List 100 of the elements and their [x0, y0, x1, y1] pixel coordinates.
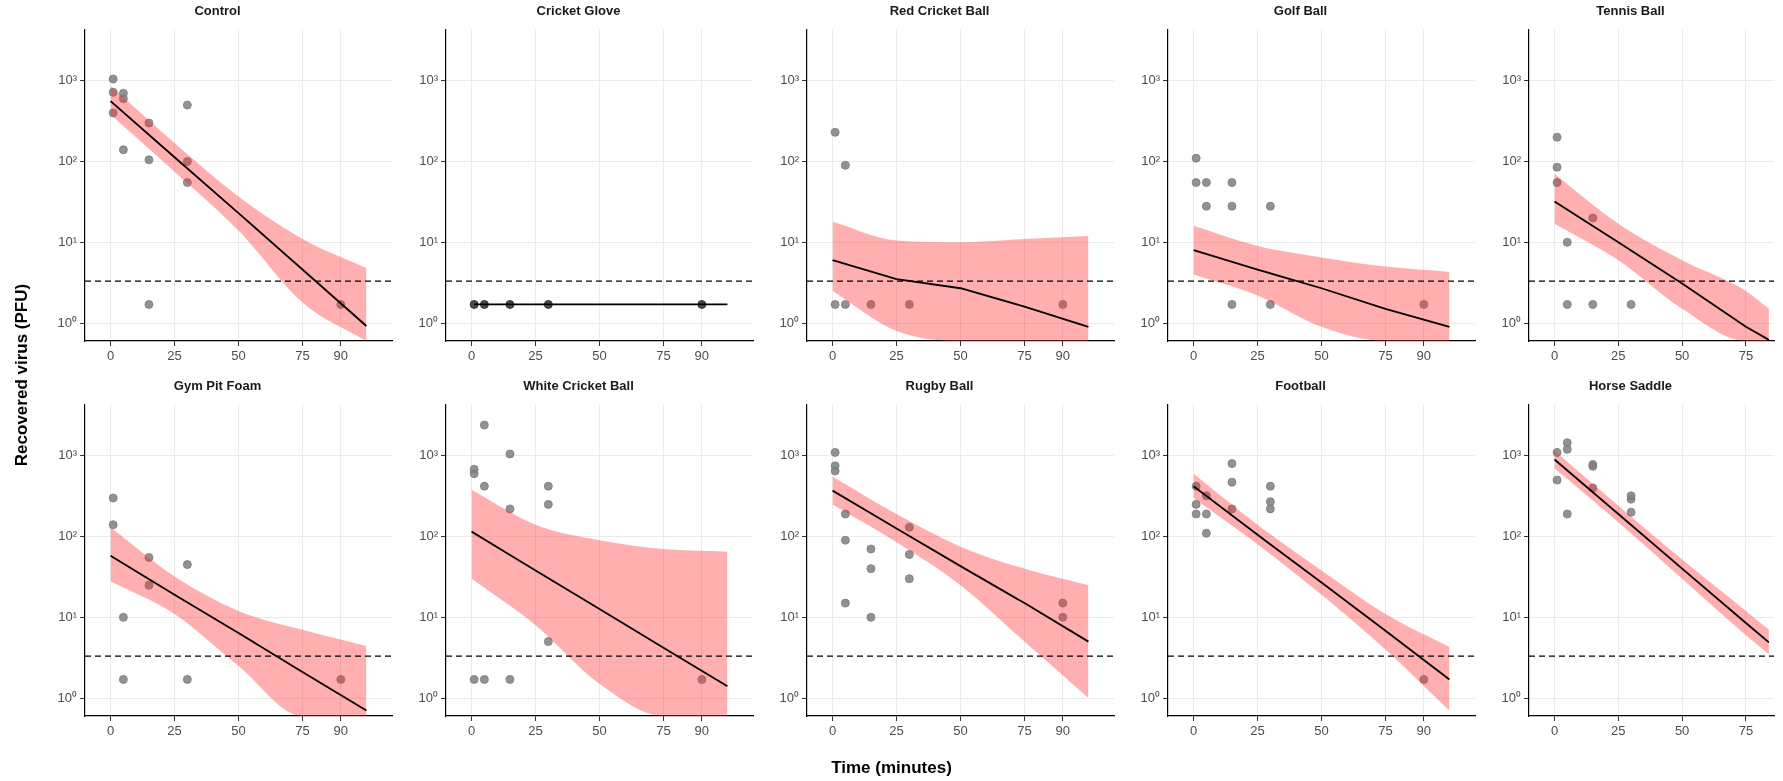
y-tick-label: 10⁰	[779, 689, 799, 705]
x-tick-label: 75	[295, 348, 310, 364]
chart-title: White Cricket Ball	[523, 378, 634, 394]
x-tick-label: 75	[656, 348, 671, 364]
x-tick-label: 25	[1611, 348, 1626, 364]
x-tick-label: 75	[1738, 723, 1754, 739]
y-tick-label: 10²	[780, 528, 800, 544]
y-tick-label: 10¹	[1141, 233, 1161, 249]
x-tick-label: 0	[467, 348, 476, 364]
x-tick-label: 0	[106, 348, 115, 364]
y-tick-label: 10³	[419, 72, 439, 88]
y-tick-label: 10³	[1502, 72, 1522, 88]
y-tick-label: 10³	[1141, 447, 1161, 463]
chart-title: Red Cricket Ball	[889, 3, 990, 19]
y-tick-label: 10¹	[419, 233, 439, 249]
x-tick-label: 90	[1055, 723, 1071, 739]
x-tick-label: 50	[1674, 348, 1690, 364]
x-tick-label: 90	[1055, 348, 1071, 364]
y-tick-label: 10²	[58, 153, 78, 169]
y-tick-label: 10⁰	[1501, 314, 1521, 330]
y-tick-label: 10¹	[1502, 608, 1522, 624]
y-tick-label: 10⁰	[57, 689, 77, 705]
x-tick-label: 50	[953, 723, 968, 739]
y-tick-label: 10³	[419, 447, 439, 463]
x-tick-label: 25	[889, 723, 904, 739]
x-tick-label: 75	[1378, 723, 1393, 739]
x-tick-label: 50	[231, 723, 246, 739]
y-tick-label: 10²	[1502, 528, 1522, 544]
y-tick-label: 10³	[780, 447, 800, 463]
chart-title: Cricket Glove	[536, 3, 621, 19]
x-tick-label: 25	[889, 348, 904, 364]
y-tick-label: 10²	[1141, 153, 1161, 169]
chart-title: Tennis Ball	[1596, 3, 1665, 19]
x-tick-label: 0	[1189, 348, 1198, 364]
y-tick-label: 10¹	[780, 608, 800, 624]
x-tick-label: 75	[656, 723, 671, 739]
y-tick-label: 10³	[1502, 447, 1522, 463]
x-tick-label: 75	[295, 723, 310, 739]
y-tick-label: 10¹	[1502, 233, 1522, 249]
chart-title: Football	[1275, 378, 1326, 394]
y-tick-label: 10¹	[58, 608, 78, 624]
y-tick-label: 10¹	[419, 608, 439, 624]
x-tick-label: 0	[1550, 723, 1559, 739]
chart-title: Rugby Ball	[905, 378, 974, 394]
y-tick-label: 10¹	[780, 233, 800, 249]
y-tick-label: 10⁰	[1501, 689, 1521, 705]
chart-title: Control	[194, 3, 241, 19]
x-tick-label: 50	[1674, 723, 1690, 739]
x-tick-label: 75	[1017, 348, 1032, 364]
x-tick-label: 0	[828, 348, 837, 364]
y-tick-label: 10¹	[1141, 608, 1161, 624]
x-axis-title: Time (minutes)	[830, 758, 953, 778]
y-tick-label: 10³	[58, 72, 78, 88]
y-tick-label: 10⁰	[418, 314, 438, 330]
y-tick-label: 10²	[780, 153, 800, 169]
y-tick-label: 10³	[1141, 72, 1161, 88]
x-tick-label: 0	[467, 723, 476, 739]
x-tick-label: 90	[1416, 348, 1432, 364]
x-tick-label: 90	[333, 723, 349, 739]
x-tick-label: 25	[528, 348, 543, 364]
x-tick-label: 50	[231, 348, 246, 364]
x-tick-label: 25	[1250, 348, 1265, 364]
x-tick-label: 25	[167, 723, 182, 739]
y-tick-label: 10³	[780, 72, 800, 88]
x-tick-label: 0	[106, 723, 115, 739]
x-tick-label: 0	[828, 723, 837, 739]
y-tick-label: 10²	[1141, 528, 1161, 544]
x-tick-label: 90	[694, 348, 710, 364]
chart-title: Horse Saddle	[1588, 378, 1673, 394]
y-tick-label: 10²	[419, 153, 439, 169]
x-tick-label: 50	[1314, 348, 1329, 364]
x-tick-label: 25	[528, 723, 543, 739]
y-tick-label: 10⁰	[418, 689, 438, 705]
x-tick-label: 25	[1250, 723, 1265, 739]
chart-title: Gym Pit Foam	[173, 378, 262, 394]
x-tick-label: 50	[592, 723, 607, 739]
x-tick-label: 75	[1017, 723, 1032, 739]
x-tick-label: 90	[1416, 723, 1432, 739]
x-tick-label: 25	[1611, 723, 1626, 739]
x-tick-label: 75	[1378, 348, 1393, 364]
x-tick-label: 90	[333, 348, 349, 364]
y-tick-label: 10⁰	[779, 314, 799, 330]
x-tick-label: 0	[1189, 723, 1198, 739]
y-tick-label: 10³	[58, 447, 78, 463]
x-tick-label: 50	[1314, 723, 1329, 739]
y-tick-label: 10⁰	[57, 314, 77, 330]
x-tick-label: 0	[1550, 348, 1559, 364]
x-tick-label: 75	[1738, 348, 1754, 364]
y-tick-label: 10⁰	[1140, 314, 1160, 330]
x-tick-label: 25	[167, 348, 182, 364]
y-tick-label: 10²	[1502, 153, 1522, 169]
x-tick-label: 90	[694, 723, 710, 739]
y-tick-label: 10²	[419, 528, 439, 544]
y-tick-label: 10⁰	[1140, 689, 1160, 705]
chart-title: Golf Ball	[1273, 3, 1328, 19]
x-tick-label: 50	[953, 348, 968, 364]
y-tick-label: 10²	[58, 528, 78, 544]
y-tick-label: 10¹	[58, 233, 78, 249]
y-axis-title: Recovered virus (PFU)	[12, 283, 32, 467]
x-tick-label: 50	[592, 348, 607, 364]
